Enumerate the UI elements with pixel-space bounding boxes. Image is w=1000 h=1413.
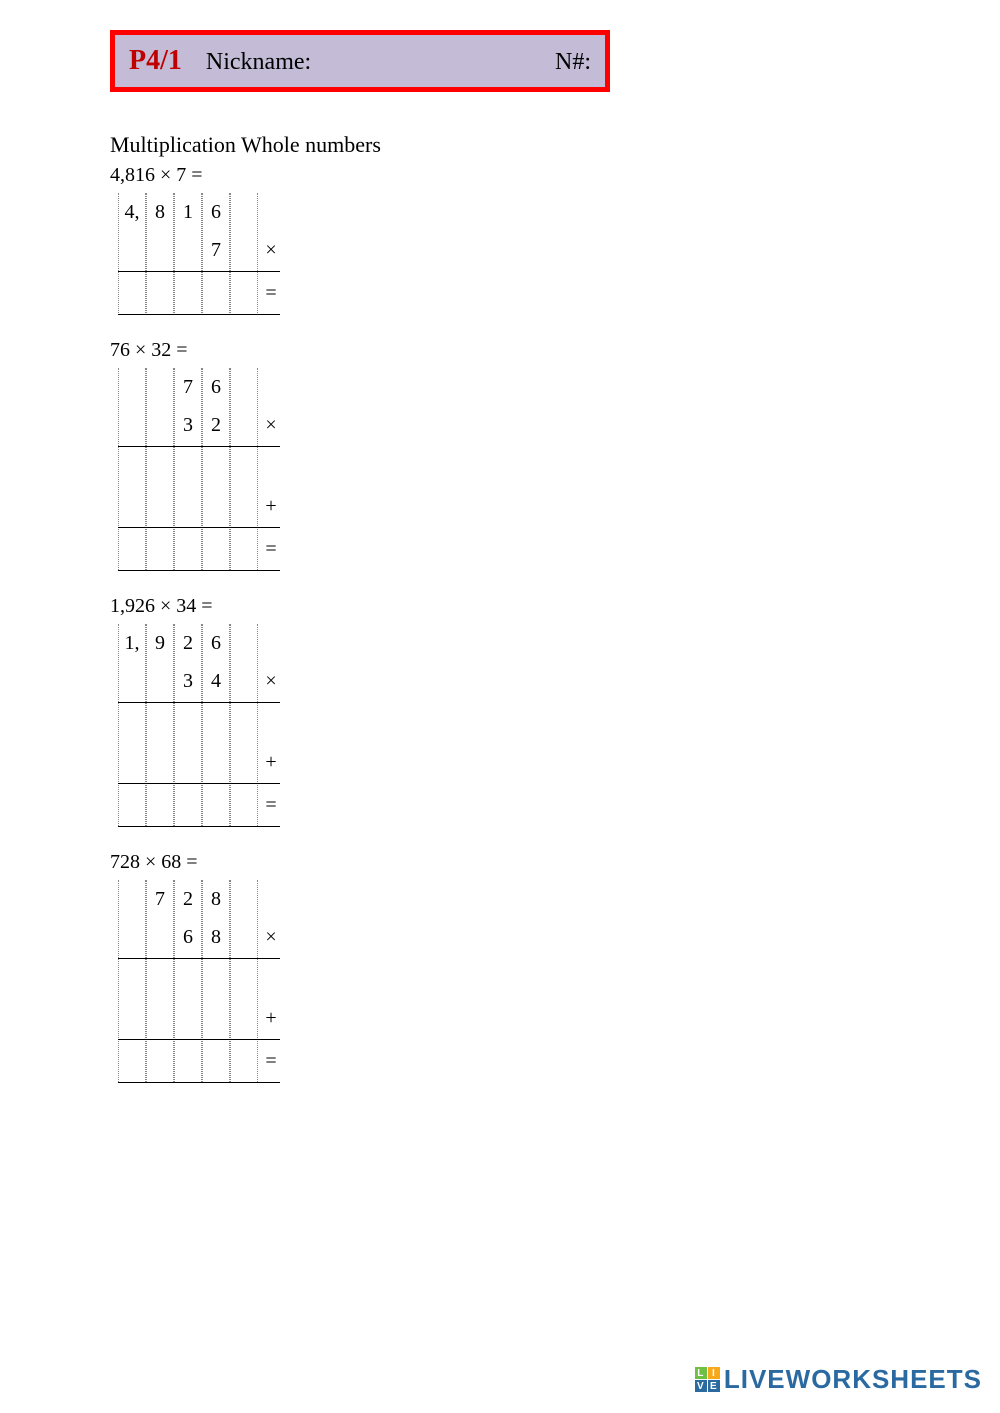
grid-cell[interactable]: 7: [174, 376, 202, 399]
rule-line: [118, 570, 280, 571]
problem-label: 4,816 × 7 =: [110, 164, 1000, 187]
grid-row: [118, 449, 1000, 487]
grid-row: 1,926: [118, 624, 1000, 662]
rule-line: [118, 958, 280, 959]
header-box: P4/1 Nickname: N#:: [110, 30, 610, 92]
section-title: Multiplication Whole numbers: [110, 132, 1000, 158]
multiplication-grid: 4,8167×=: [118, 193, 1000, 315]
grid-cell[interactable]: 9: [146, 632, 174, 655]
grid-row: =: [118, 530, 1000, 568]
grid-row: =: [118, 1042, 1000, 1080]
grid-cell[interactable]: 7: [146, 888, 174, 911]
grid-row: =: [118, 786, 1000, 824]
problem: 1,926 × 34 =1,92634×+=: [110, 595, 1000, 827]
problem-label: 728 × 68 =: [110, 851, 1000, 874]
grid-cell[interactable]: 1,: [118, 632, 146, 655]
problem: 728 × 68 =72868×+=: [110, 851, 1000, 1083]
grid-cell[interactable]: 8: [202, 926, 230, 949]
grid-cell[interactable]: 3: [174, 670, 202, 693]
multiplication-grid: 7632×+=: [118, 368, 1000, 571]
grid-row: [118, 961, 1000, 999]
grid-row: +: [118, 999, 1000, 1037]
grid-cell[interactable]: 4,: [118, 201, 146, 224]
grid-cell[interactable]: 2: [174, 888, 202, 911]
problem: 4,816 × 7 =4,8167×=: [110, 164, 1000, 315]
operator-cell: =: [258, 538, 280, 561]
grid-row: 4,816: [118, 193, 1000, 231]
number-label: N#:: [555, 49, 591, 76]
rule-line: [118, 702, 280, 703]
operator-cell: +: [258, 751, 280, 774]
grid-cell[interactable]: 1: [174, 201, 202, 224]
grid-cell[interactable]: 8: [202, 888, 230, 911]
operator-cell: =: [258, 282, 280, 305]
operator-cell: ×: [258, 926, 280, 949]
grid-cell[interactable]: 7: [202, 239, 230, 262]
watermark: LIVE LIVEWORKSHEETS: [695, 1364, 982, 1395]
problem-label: 76 × 32 =: [110, 339, 1000, 362]
rule-line: [118, 446, 280, 447]
operator-cell: ×: [258, 670, 280, 693]
grid-row: [118, 705, 1000, 743]
grid-cell[interactable]: 3: [174, 414, 202, 437]
grid-row: +: [118, 743, 1000, 781]
problem: 76 × 32 =7632×+=: [110, 339, 1000, 571]
grid-row: 7×: [118, 231, 1000, 269]
grid-cell[interactable]: 2: [174, 632, 202, 655]
operator-cell: =: [258, 1050, 280, 1073]
grid-cell[interactable]: 6: [174, 926, 202, 949]
grid-cell[interactable]: 4: [202, 670, 230, 693]
operator-cell: +: [258, 1007, 280, 1030]
grid-row: 68 ×: [118, 918, 1000, 956]
worksheet-page: P4/1 Nickname: N#: Multiplication Whole …: [0, 0, 1000, 1083]
grid-cell[interactable]: 6: [202, 632, 230, 655]
multiplication-grid: 72868×+=: [118, 880, 1000, 1083]
rule-line: [118, 314, 280, 315]
rule-line: [118, 527, 280, 528]
operator-cell: +: [258, 495, 280, 518]
operator-cell: ×: [258, 239, 280, 262]
rule-line: [118, 271, 280, 272]
grade-label: P4/1: [129, 45, 182, 77]
grid-row: 34 ×: [118, 662, 1000, 700]
watermark-text: LIVEWORKSHEETS: [724, 1364, 982, 1395]
grid-row: +: [118, 487, 1000, 525]
watermark-badge-icon: LIVE: [695, 1367, 720, 1392]
grid-cell[interactable]: 6: [202, 376, 230, 399]
operator-cell: ×: [258, 414, 280, 437]
grid-row: 32 ×: [118, 406, 1000, 444]
grid-row: 728: [118, 880, 1000, 918]
rule-line: [118, 1039, 280, 1040]
rule-line: [118, 783, 280, 784]
grid-row: =: [118, 274, 1000, 312]
problems-container: 4,816 × 7 =4,8167×=76 × 32 =7632×+=1,926…: [110, 164, 1000, 1083]
nickname-label: Nickname:: [206, 49, 531, 76]
problem-label: 1,926 × 34 =: [110, 595, 1000, 618]
grid-row: 76: [118, 368, 1000, 406]
grid-cell[interactable]: 2: [202, 414, 230, 437]
grid-cell[interactable]: 6: [202, 201, 230, 224]
operator-cell: =: [258, 794, 280, 817]
rule-line: [118, 826, 280, 827]
multiplication-grid: 1,92634×+=: [118, 624, 1000, 827]
rule-line: [118, 1082, 280, 1083]
grid-cell[interactable]: 8: [146, 201, 174, 224]
